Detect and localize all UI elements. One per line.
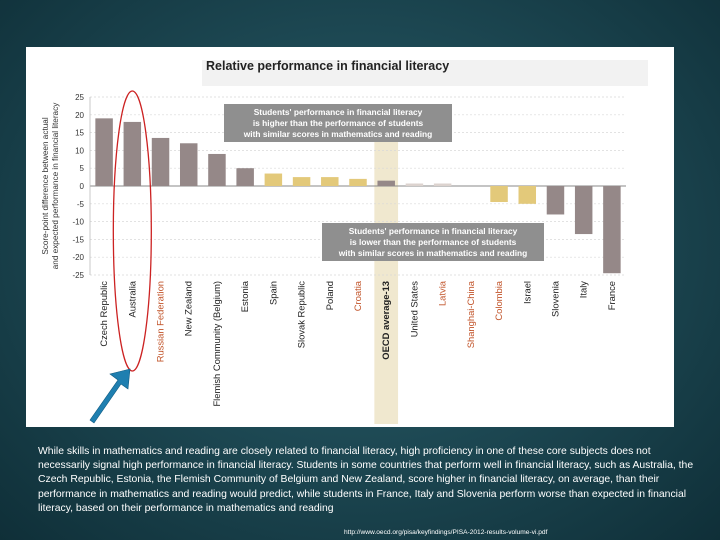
- bar-italy: [574, 186, 593, 235]
- y-tick-label: 20: [75, 111, 84, 120]
- x-tick-label: Latvia: [437, 280, 448, 306]
- bar-new-zealand: [179, 143, 198, 186]
- x-tick-label: Colombia: [493, 280, 504, 320]
- chart-title: Relative performance in financial litera…: [206, 59, 449, 73]
- x-tick-label: OECD average-13: [380, 281, 391, 360]
- x-tick-label: France: [606, 281, 617, 310]
- x-tick-label: Estonia: [239, 280, 250, 312]
- y-tick-label: -15: [72, 235, 84, 244]
- title-band: [202, 60, 648, 86]
- bar-france: [603, 186, 621, 274]
- x-tick-label: New Zealand: [183, 281, 194, 336]
- y-tick-label: -25: [72, 271, 84, 280]
- bar-latvia: [433, 183, 452, 186]
- bar-poland: [321, 177, 339, 186]
- oecd-average-band: [374, 136, 399, 424]
- bar-spain: [264, 173, 283, 186]
- x-tick-label: Croatia: [352, 280, 363, 311]
- x-tick-label: Czech Republic: [98, 281, 109, 347]
- arrow-up-right-icon: [89, 368, 131, 424]
- y-tick-label: 10: [75, 146, 84, 155]
- x-tick-label: Flemish Community (Belgium): [211, 281, 222, 407]
- bar-russian-federation: [151, 137, 170, 186]
- y-tick-label: -20: [72, 253, 84, 262]
- y-axis-label-line: Score-point difference between actual: [41, 117, 50, 254]
- bar-croatia: [349, 178, 367, 186]
- bar-australia: [123, 121, 142, 186]
- y-tick-label: 15: [75, 129, 84, 138]
- source-link[interactable]: http://www.oecd.org/pisa/keyfindings/PIS…: [344, 529, 548, 536]
- x-tick-label: Spain: [267, 281, 278, 305]
- annotation-text: is higher than the performance of studen…: [253, 118, 424, 128]
- y-tick-label: -10: [72, 218, 84, 227]
- caption-text: While skills in mathematics and reading …: [38, 446, 694, 514]
- x-tick-label: Slovenia: [549, 280, 560, 317]
- x-tick-label: Russian Federation: [155, 281, 166, 362]
- y-tick-label: 5: [80, 164, 85, 173]
- bar-slovenia: [546, 186, 565, 215]
- y-axis-label-line: and expected performance in financial li…: [51, 102, 60, 269]
- bar-israel: [518, 186, 537, 204]
- y-axis-label: Score-point difference between actual and…: [41, 102, 60, 269]
- bar-estonia: [236, 168, 254, 186]
- y-tick-label: 0: [80, 182, 85, 191]
- annotation-box: [322, 223, 544, 261]
- annotation-text: with similar scores in mathematics and r…: [243, 129, 433, 139]
- bar-flemish-community-belgium: [208, 153, 226, 186]
- annotation-text: Students' performance in financial liter…: [254, 107, 423, 117]
- x-tick-label: United States: [408, 281, 419, 338]
- x-tick-label: Shanghai-China: [465, 280, 476, 348]
- annotation-text: Students' performance in financial liter…: [349, 226, 518, 236]
- highlight-ellipse: [112, 90, 152, 372]
- bar-chart: Relative performance in financial litera…: [26, 47, 674, 427]
- x-tick-label: Israel: [521, 281, 532, 304]
- bar-slovak-republic: [292, 177, 311, 186]
- bar-united-states: [405, 183, 424, 186]
- y-tick-label: 25: [75, 93, 84, 102]
- annotation-box: [224, 104, 452, 142]
- x-tick-label: Italy: [578, 281, 589, 299]
- y-tick-label: -5: [77, 200, 85, 209]
- x-tick-label: Poland: [324, 281, 335, 310]
- bar-czech-republic: [95, 118, 113, 186]
- bar-colombia: [490, 186, 508, 203]
- x-tick-label: Slovak Republic: [296, 281, 307, 349]
- x-tick-label: Australia: [126, 280, 137, 317]
- bar-oecd-average-13: [377, 180, 395, 186]
- chart-panel: Relative performance in financial litera…: [26, 47, 674, 427]
- annotation-text: is lower than the performance of student…: [350, 237, 517, 247]
- annotation-text: with similar scores in mathematics and r…: [338, 248, 528, 258]
